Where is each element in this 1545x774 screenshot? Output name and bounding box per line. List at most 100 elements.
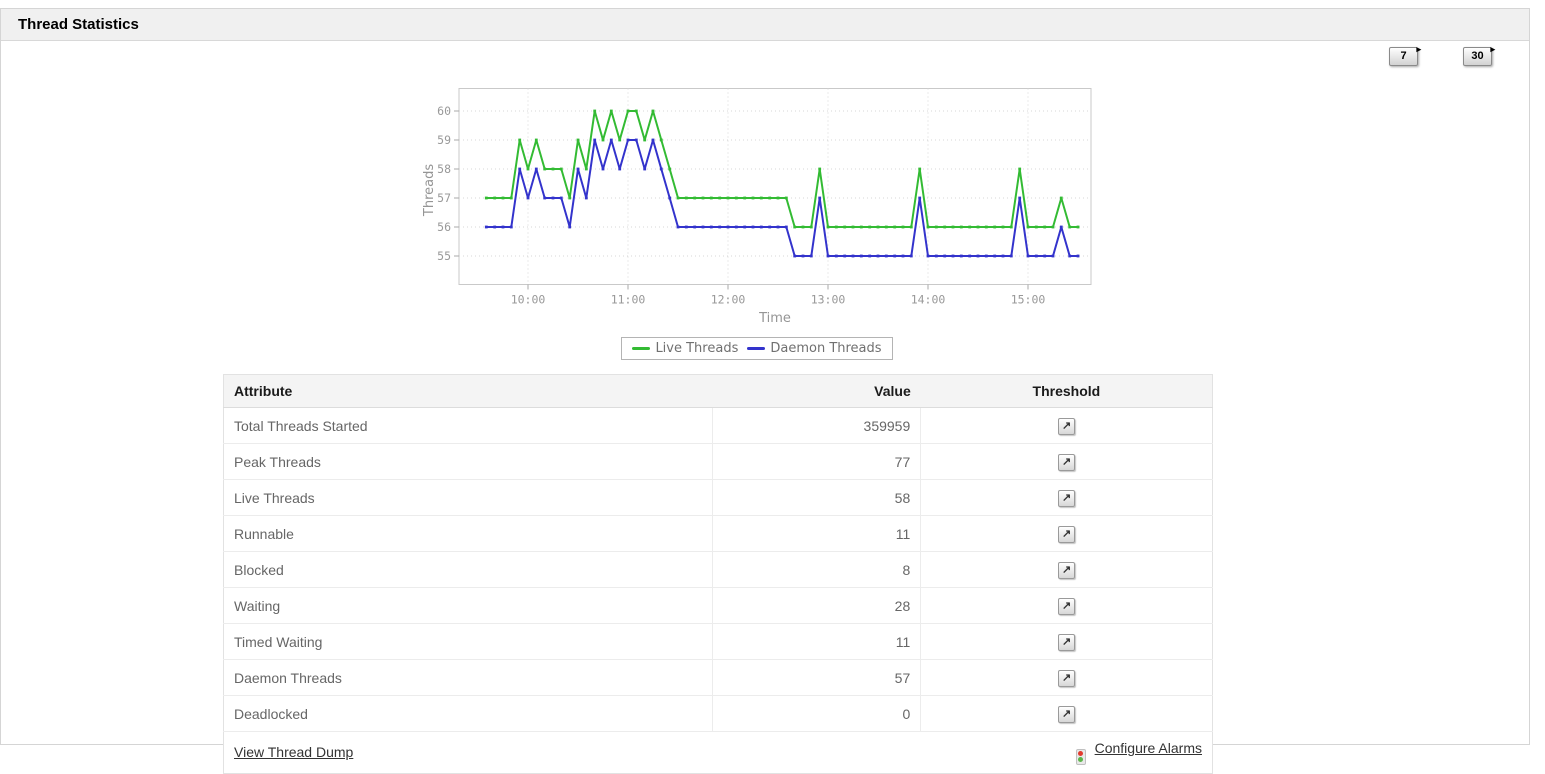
threshold-button[interactable]: ↗	[1058, 634, 1076, 651]
daemon-threads-point	[626, 138, 630, 142]
y-tick-label: 57	[437, 191, 451, 205]
daemon-threads-point	[584, 196, 588, 200]
live-threads-point	[509, 196, 513, 200]
live-threads-point	[943, 225, 947, 229]
table-row: Deadlocked 0 ↗	[223, 695, 1213, 732]
live-threads-point	[501, 196, 505, 200]
threshold-cell: ↗	[920, 659, 1213, 696]
attribute-cell: Blocked	[223, 551, 713, 588]
daemon-threads-point	[1076, 254, 1080, 258]
threshold-cell: ↗	[920, 443, 1213, 480]
live-threads-point	[1026, 225, 1030, 229]
threshold-cell: ↗	[920, 479, 1213, 516]
x-tick-label: 15:00	[1011, 293, 1046, 307]
threshold-button[interactable]: ↗	[1058, 418, 1076, 435]
live-threads-point	[1059, 196, 1063, 200]
threads-line-chart: 55 56 57 58 59 60 10:00 11:00 12:00 13:00 14:00 15:…	[422, 88, 1092, 326]
live-threads-point	[626, 109, 630, 113]
threads-chart-block: 55 56 57 58 59 60 10:00 11:00 12:00 13:00 14:00 15:…	[421, 88, 1093, 360]
attribute-cell: Waiting	[223, 587, 713, 624]
daemon-threads-point	[818, 196, 822, 200]
attribute-cell: Peak Threads	[223, 443, 713, 480]
live-threads-point	[909, 225, 913, 229]
live-threads-point	[609, 109, 613, 113]
daemon-threads-point	[676, 225, 680, 229]
live-threads-point	[659, 138, 663, 142]
value-cell: 8	[712, 551, 921, 588]
daemon-threads-point	[893, 254, 897, 258]
live-threads-point	[843, 225, 847, 229]
x-tick-label: 11:00	[611, 293, 646, 307]
live-threads-point	[818, 167, 822, 171]
y-tick-label: 59	[437, 133, 451, 147]
daemon-threads-point	[1059, 225, 1063, 229]
daemon-threads-point	[784, 225, 788, 229]
threshold-button[interactable]: ↗	[1058, 562, 1076, 579]
view-thread-dump-link[interactable]: View Thread Dump	[234, 744, 354, 761]
daemon-threads-point	[984, 254, 988, 258]
daemon-threads-point	[918, 196, 922, 200]
history-7-days-button[interactable]: 7 ▸	[1389, 44, 1421, 66]
live-threads-point	[584, 167, 588, 171]
live-threads-point	[793, 225, 797, 229]
x-axis-label: Time	[758, 311, 791, 326]
threshold-button[interactable]: ↗	[1058, 706, 1076, 723]
threshold-button[interactable]: ↗	[1058, 454, 1076, 471]
live-threads-point	[784, 196, 788, 200]
threshold-arrow-icon: ↗	[1062, 708, 1072, 720]
x-tick-label: 13:00	[811, 293, 846, 307]
daemon-threads-point	[876, 254, 880, 258]
daemon-threads-point	[1009, 254, 1013, 258]
daemon-threads-point	[701, 225, 705, 229]
live-threads-point	[893, 225, 897, 229]
threshold-cell: ↗	[920, 515, 1213, 552]
live-threads-point	[484, 196, 488, 200]
daemon-threads-point	[518, 167, 522, 171]
chart-legend: Live Threads Daemon Threads	[621, 337, 893, 360]
daemon-threads-point	[1001, 254, 1005, 258]
daemon-threads-point	[801, 254, 805, 258]
threshold-button[interactable]: ↗	[1058, 598, 1076, 615]
live-threads-point	[1001, 225, 1005, 229]
live-threads-point	[493, 196, 497, 200]
y-axis-label: Threads	[422, 164, 437, 217]
live-threads-point	[743, 196, 747, 200]
daemon-threads-point	[593, 138, 597, 142]
live-threads-point	[651, 109, 655, 113]
legend-item-live-threads: Live Threads	[632, 341, 738, 356]
page-title: Thread Statistics	[18, 16, 139, 33]
value-cell: 11	[712, 515, 921, 552]
daemon-threads-point	[1051, 254, 1055, 258]
live-threads-point	[601, 138, 605, 142]
live-threads-point	[593, 109, 597, 113]
daemon-threads-point	[718, 225, 722, 229]
threshold-button[interactable]: ↗	[1058, 526, 1076, 543]
daemon-threads-point	[743, 225, 747, 229]
history-7-days-label: 7	[1400, 50, 1407, 62]
live-threads-point	[801, 225, 805, 229]
daemon-threads-point	[501, 225, 505, 229]
daemon-threads-point	[851, 254, 855, 258]
table-header-row: Attribute Value Threshold	[223, 374, 1213, 408]
value-cell: 0	[712, 695, 921, 732]
history-30-days-button[interactable]: 30 ▸	[1463, 44, 1495, 66]
threshold-cell: ↗	[920, 587, 1213, 624]
live-threads-point	[901, 225, 905, 229]
daemon-threads-point	[509, 225, 513, 229]
daemon-threads-point	[568, 225, 572, 229]
daemon-threads-point	[759, 225, 763, 229]
threshold-button[interactable]: ↗	[1058, 670, 1076, 687]
configure-alarms-link[interactable]: Configure Alarms	[1094, 740, 1202, 756]
daemon-threads-point	[843, 254, 847, 258]
attribute-cell: Deadlocked	[223, 695, 713, 732]
table-row: Live Threads 58 ↗	[223, 479, 1213, 516]
threshold-button[interactable]: ↗	[1058, 490, 1076, 507]
live-threads-point	[918, 167, 922, 171]
attribute-cell: Total Threads Started	[234, 417, 368, 434]
daemon-threads-point	[959, 254, 963, 258]
daemon-threads-point	[834, 254, 838, 258]
thread-stats-table-wrap: Attribute Value Threshold Total Threads …	[223, 374, 1213, 774]
daemon-threads-point	[734, 225, 738, 229]
panel-header: Thread Statistics	[1, 9, 1529, 41]
live-threads-point	[809, 225, 813, 229]
